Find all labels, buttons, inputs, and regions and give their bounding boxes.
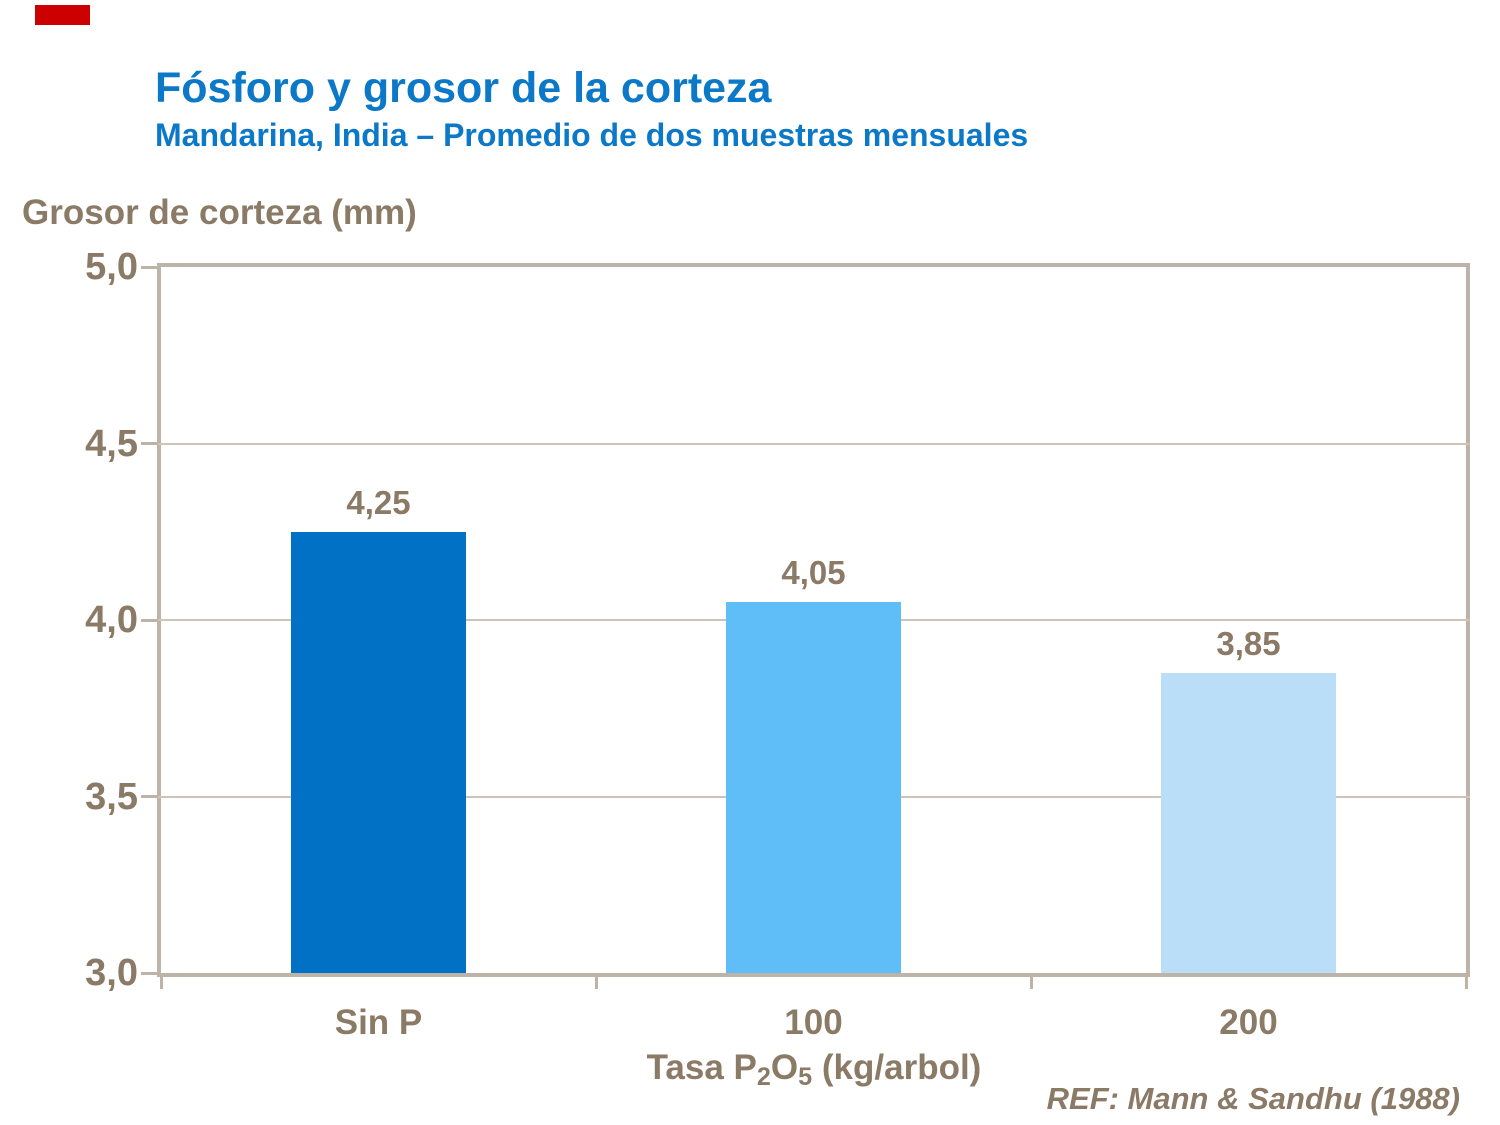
x-axis-title-text: (kg/arbol) xyxy=(812,1048,982,1087)
x-axis-title-subscript: 5 xyxy=(798,1063,813,1092)
bar-value-label: 4,05 xyxy=(781,554,846,592)
bar-sin-p xyxy=(291,531,466,973)
x-tick-mark xyxy=(1029,977,1033,989)
x-category-label-100: 100 xyxy=(784,1003,843,1042)
y-tick-label: 3,0 xyxy=(85,952,138,994)
x-axis-title-subscript: 2 xyxy=(756,1063,771,1092)
red-corner-marker xyxy=(35,5,90,25)
chart-title: Fósforo y grosor de la corteza xyxy=(155,64,772,112)
chart-subtitle: Mandarina, India – Promedio de dos muest… xyxy=(155,117,1029,153)
x-category-label-sin-p: Sin P xyxy=(334,1003,423,1042)
y-tick-mark xyxy=(141,618,158,622)
y-tick-label: 3,5 xyxy=(85,775,138,818)
y-tick-label: 4,5 xyxy=(85,422,138,465)
bar-100 xyxy=(726,602,901,973)
y-tick-label: 4,0 xyxy=(85,599,138,641)
x-tick-mark xyxy=(594,977,598,989)
x-category-label-200: 200 xyxy=(1219,1003,1278,1042)
y-tick-label: 5,0 xyxy=(85,246,138,288)
y-axis-title: Grosor de corteza (mm) xyxy=(22,193,417,232)
bar-value-label: 4,25 xyxy=(346,483,411,521)
x-axis-title-text: O xyxy=(770,1048,799,1087)
bar-200 xyxy=(1161,672,1336,973)
y-tick-mark xyxy=(141,795,158,798)
y-tick-mark xyxy=(141,971,158,975)
reference-text: REF: Mann & Sandhu (1988) xyxy=(1046,1081,1460,1116)
gridline xyxy=(157,442,1470,445)
y-tick-mark xyxy=(141,265,158,269)
y-tick-mark xyxy=(141,442,158,445)
bar-value-label: 3,85 xyxy=(1216,624,1281,662)
x-tick-mark xyxy=(159,977,163,989)
x-axis-title-text: Tasa P xyxy=(646,1048,757,1087)
x-axis-title: Tasa P2O5 (kg/arbol) xyxy=(464,1046,1164,1093)
x-tick-mark xyxy=(1464,977,1468,989)
